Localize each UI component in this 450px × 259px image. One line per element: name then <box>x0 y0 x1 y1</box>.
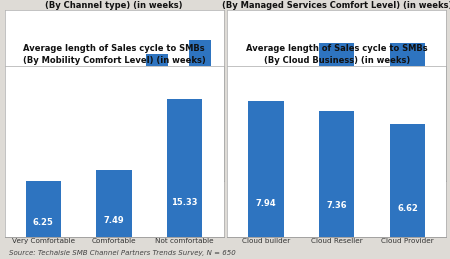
Text: 6.39: 6.39 <box>18 152 38 161</box>
Bar <box>248 80 284 181</box>
Title: Average length of Sales cycle to SMBs
(By Channel type) (in weeks): Average length of Sales cycle to SMBs (B… <box>23 0 205 10</box>
Bar <box>319 43 355 181</box>
Text: 7.11: 7.11 <box>256 152 276 161</box>
Text: 9.72: 9.72 <box>327 142 347 151</box>
Text: 7.42: 7.42 <box>104 148 125 157</box>
Text: 7.36: 7.36 <box>327 201 347 210</box>
Text: 6.25: 6.25 <box>33 218 54 227</box>
Bar <box>248 101 284 237</box>
Bar <box>189 40 211 181</box>
Text: 6.62: 6.62 <box>397 204 418 213</box>
Bar <box>104 66 125 181</box>
Bar <box>146 54 168 181</box>
Bar <box>26 181 61 237</box>
Text: Source: Techaisle SMB Channel Partners Trends Survey, N = 650: Source: Techaisle SMB Channel Partners T… <box>9 250 236 256</box>
Bar <box>390 42 425 181</box>
Text: 15.33: 15.33 <box>171 198 198 207</box>
Title: Average length of Sales cycle to SMBs
(By Cloud Business) (in weeks): Average length of Sales cycle to SMBs (B… <box>246 45 428 65</box>
Text: 7.94: 7.94 <box>256 199 276 207</box>
Bar <box>390 124 425 237</box>
Bar <box>18 82 39 181</box>
Bar <box>60 66 82 181</box>
Bar <box>319 111 355 237</box>
Text: 7.41: 7.41 <box>61 148 81 157</box>
Text: 9.74: 9.74 <box>397 142 418 151</box>
Title: Average length of Sales cycle to SMBs
(By Managed Services Comfort Level) (in we: Average length of Sales cycle to SMBs (B… <box>222 0 450 10</box>
Title: Average length of Sales cycle to SMBs
(By Mobility Comfort Level) (in weeks): Average length of Sales cycle to SMBs (B… <box>22 45 206 65</box>
Text: 7.49: 7.49 <box>104 216 124 225</box>
Bar <box>96 170 132 237</box>
Bar <box>167 99 202 237</box>
Text: 9.12: 9.12 <box>189 141 211 150</box>
Text: 8.18: 8.18 <box>147 145 167 154</box>
